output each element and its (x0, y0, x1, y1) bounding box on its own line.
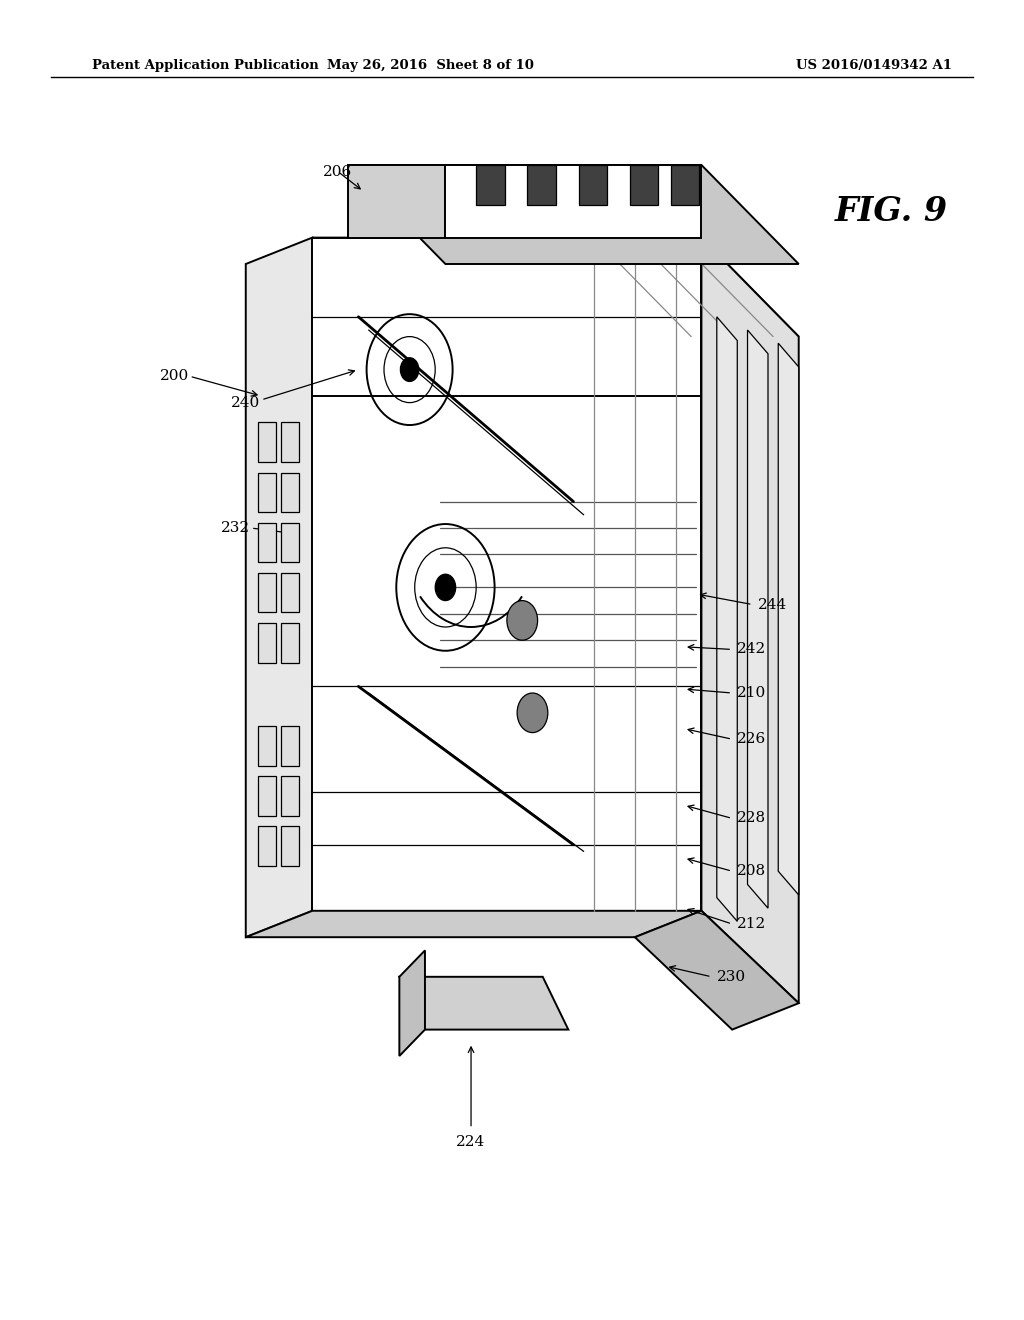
Polygon shape (635, 911, 799, 1030)
Circle shape (435, 574, 456, 601)
FancyBboxPatch shape (258, 473, 276, 512)
Text: 208: 208 (737, 865, 766, 878)
Text: 224: 224 (457, 1135, 485, 1148)
FancyBboxPatch shape (281, 726, 299, 766)
Polygon shape (312, 238, 799, 337)
Polygon shape (399, 977, 568, 1030)
Polygon shape (701, 238, 799, 1003)
Polygon shape (399, 950, 425, 1056)
Circle shape (517, 693, 548, 733)
FancyBboxPatch shape (258, 573, 276, 612)
FancyBboxPatch shape (258, 523, 276, 562)
Polygon shape (348, 165, 799, 264)
FancyBboxPatch shape (281, 826, 299, 866)
Text: 206: 206 (324, 165, 352, 178)
Polygon shape (527, 165, 556, 205)
Polygon shape (312, 238, 701, 911)
Text: 210: 210 (737, 686, 767, 700)
FancyBboxPatch shape (258, 826, 276, 866)
FancyBboxPatch shape (258, 422, 276, 462)
Polygon shape (445, 165, 701, 238)
Polygon shape (671, 165, 699, 205)
Polygon shape (246, 911, 701, 937)
Polygon shape (630, 165, 658, 205)
FancyBboxPatch shape (281, 473, 299, 512)
Text: 232: 232 (221, 521, 250, 535)
Text: May 26, 2016  Sheet 8 of 10: May 26, 2016 Sheet 8 of 10 (327, 59, 534, 73)
Text: FIG. 9: FIG. 9 (835, 195, 947, 227)
Polygon shape (246, 238, 312, 937)
Polygon shape (778, 343, 799, 895)
Text: 226: 226 (737, 733, 767, 746)
FancyBboxPatch shape (258, 776, 276, 816)
Polygon shape (476, 165, 505, 205)
Text: 200: 200 (160, 370, 188, 383)
Circle shape (507, 601, 538, 640)
FancyBboxPatch shape (281, 623, 299, 663)
Polygon shape (748, 330, 768, 908)
Text: 244: 244 (758, 598, 787, 611)
FancyBboxPatch shape (258, 623, 276, 663)
Text: 228: 228 (737, 812, 766, 825)
FancyBboxPatch shape (281, 776, 299, 816)
Text: Patent Application Publication: Patent Application Publication (92, 59, 318, 73)
Text: 230: 230 (717, 970, 745, 983)
Circle shape (400, 358, 419, 381)
Text: US 2016/0149342 A1: US 2016/0149342 A1 (797, 59, 952, 73)
FancyBboxPatch shape (281, 523, 299, 562)
Text: 242: 242 (737, 643, 767, 656)
Text: 240: 240 (231, 396, 260, 409)
Polygon shape (579, 165, 607, 205)
FancyBboxPatch shape (281, 422, 299, 462)
FancyBboxPatch shape (258, 726, 276, 766)
Polygon shape (348, 165, 445, 238)
Text: 212: 212 (737, 917, 767, 931)
FancyBboxPatch shape (281, 573, 299, 612)
Polygon shape (717, 317, 737, 921)
